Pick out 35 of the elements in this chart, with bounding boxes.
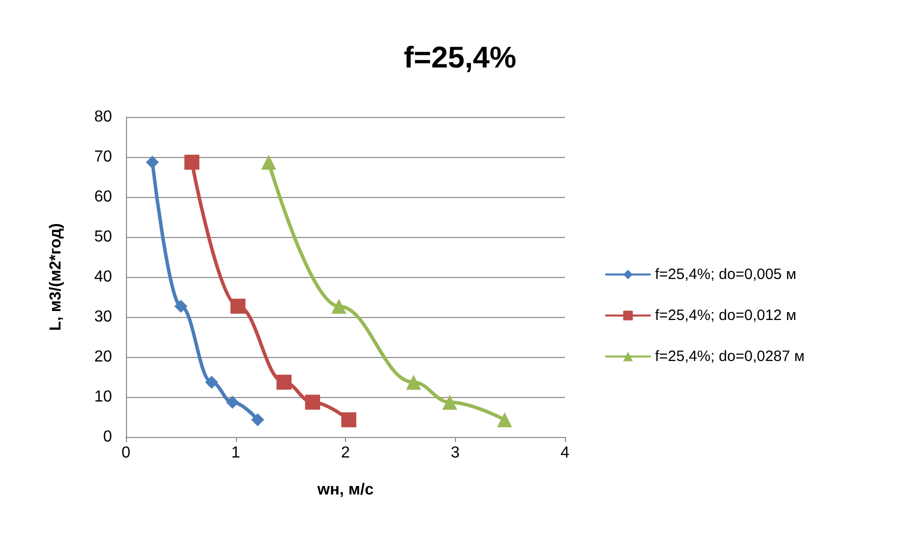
point [442, 394, 458, 410]
y-tick-label: 80 [94, 108, 112, 126]
point [146, 156, 159, 169]
x-tick-label: 1 [231, 444, 240, 462]
y-tick-label: 70 [94, 148, 112, 166]
x-axis-title: wн, м/с [316, 482, 374, 498]
legend-label: f=25,4%; do=0,005 м [655, 266, 796, 283]
legend-label: f=25,4%; do=0,012 м [655, 307, 796, 324]
point [184, 154, 200, 170]
point [497, 412, 512, 428]
legend-label: f=25,4%; do=0,0287 м [655, 348, 805, 365]
point [230, 298, 246, 314]
y-tick-label: 20 [94, 348, 112, 366]
chart-title: f=25,4% [404, 42, 516, 74]
point [331, 298, 346, 314]
point [174, 300, 188, 313]
y-tick-label: 0 [103, 428, 112, 446]
x-tick-label: 3 [450, 444, 460, 462]
point [341, 412, 356, 428]
x-tick-label: 2 [341, 444, 350, 462]
y-tick-label: 10 [94, 388, 112, 406]
point [305, 394, 320, 410]
y-tick-label: 50 [94, 228, 112, 246]
y-tick-label: 30 [94, 308, 112, 326]
y-axis-title: L, м3/(м2*год) [48, 223, 64, 331]
y-tick-label: 60 [94, 188, 112, 206]
x-tick-label: 0 [122, 444, 131, 462]
y-tick-label: 40 [94, 268, 112, 286]
point [251, 413, 264, 426]
point [276, 374, 292, 390]
point [261, 154, 276, 170]
point [406, 374, 422, 390]
point [226, 396, 239, 409]
point [205, 376, 218, 389]
x-tick-label: 4 [560, 444, 570, 462]
